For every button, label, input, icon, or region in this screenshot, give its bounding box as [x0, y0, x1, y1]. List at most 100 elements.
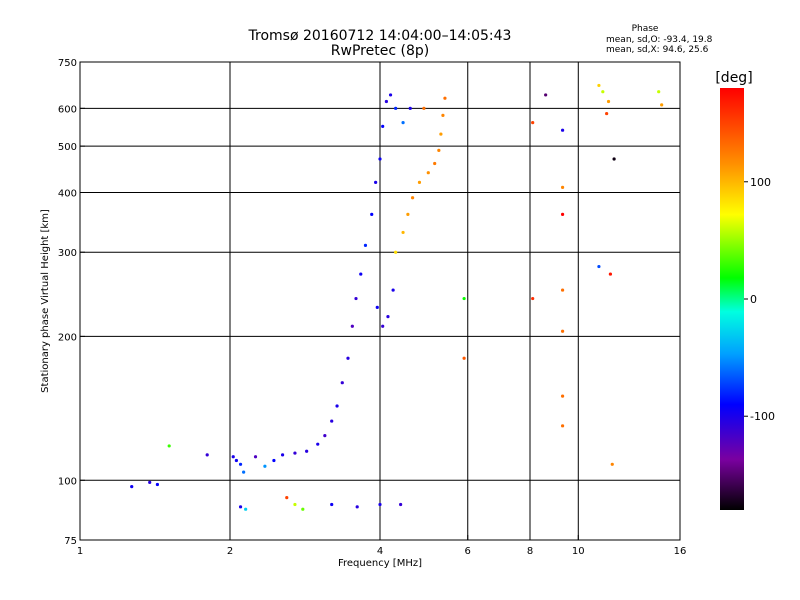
data-point [130, 485, 134, 489]
data-point [417, 180, 422, 184]
y-tick-label: 600 [58, 104, 77, 115]
data-point [374, 180, 378, 184]
data-point [242, 470, 246, 474]
data-point [381, 324, 385, 328]
data-point [330, 502, 334, 507]
data-point [408, 106, 412, 110]
data-point [355, 505, 359, 509]
y-tick-label: 500 [58, 142, 77, 153]
data-point [394, 106, 398, 110]
data-point [253, 455, 258, 459]
chart-title: Tromsø 20160712 14:04:00–14:05:43 [248, 28, 512, 44]
data-point [437, 148, 441, 152]
data-point [401, 121, 405, 125]
colorbar [720, 88, 744, 510]
data-point [359, 272, 363, 276]
y-axis-label: Stationary phase Virtual Height [km] [40, 209, 51, 393]
data-point [560, 212, 565, 216]
data-point [597, 83, 601, 88]
x-tick-label: 1 [77, 546, 83, 557]
data-point [205, 453, 209, 457]
colorbar-ticks: 100 0 -100 [744, 176, 775, 423]
grid-lines [80, 62, 680, 540]
stats-header: Phase [632, 24, 659, 34]
data-point [410, 196, 415, 200]
data-point [346, 356, 350, 360]
data-point [426, 171, 430, 175]
data-point [462, 356, 466, 360]
data-point [305, 449, 309, 453]
data-point [606, 99, 611, 104]
data-point [378, 157, 382, 161]
data-point [167, 444, 171, 448]
data-point [601, 90, 605, 94]
stats-line-o: mean, sd,O: -93.4, 19.8 [606, 35, 713, 45]
scatter-points [130, 83, 664, 511]
data-point [608, 272, 613, 276]
stats-line-x: mean, sd,X: 94.6, 25.6 [606, 45, 709, 55]
data-point [391, 288, 395, 292]
data-point [441, 113, 445, 117]
colorbar-tick-label: -100 [750, 410, 775, 423]
data-point [280, 453, 285, 457]
data-point [272, 458, 276, 463]
data-point [350, 324, 354, 328]
data-point [433, 161, 437, 166]
data-point [330, 419, 334, 423]
data-point [323, 434, 327, 438]
data-point [560, 288, 565, 292]
data-point [155, 482, 160, 487]
data-point [660, 103, 664, 107]
data-point [597, 264, 601, 269]
data-point [384, 99, 388, 104]
data-point [531, 296, 535, 301]
data-point [293, 451, 297, 455]
data-point [422, 106, 426, 110]
colorbar-tick-label: 100 [750, 176, 771, 189]
y-tick-label: 100 [58, 476, 77, 487]
x-tick-label: 10 [572, 546, 585, 557]
data-point [238, 505, 243, 509]
data-point [394, 250, 398, 254]
data-point [335, 404, 339, 408]
data-point [388, 93, 393, 97]
data-point [439, 132, 443, 136]
data-point [399, 502, 403, 507]
data-point [560, 394, 565, 398]
y-tick-label: 300 [58, 248, 77, 259]
data-point [612, 157, 616, 161]
data-point [285, 495, 289, 500]
colorbar-label: [deg] [715, 70, 752, 86]
colorbar-tick-label: 0 [750, 293, 757, 306]
data-point [462, 296, 466, 301]
data-point [148, 480, 152, 484]
axis-ticks: 1 2 4 6 8 10 16 75 100 200 300 400 500 600 750 [58, 58, 686, 557]
data-point [238, 462, 243, 466]
data-point [263, 464, 267, 468]
x-tick-label: 8 [527, 546, 533, 557]
data-point [560, 128, 565, 132]
data-point [443, 96, 447, 100]
y-tick-label: 750 [58, 58, 77, 69]
data-point [401, 230, 405, 235]
data-point [386, 315, 390, 319]
data-point [370, 212, 374, 216]
x-tick-label: 4 [377, 546, 383, 557]
data-point [234, 458, 238, 463]
data-point [244, 507, 248, 511]
data-point [657, 90, 661, 94]
data-point [605, 111, 609, 116]
data-point [293, 502, 297, 507]
data-point [354, 296, 358, 301]
data-point [560, 329, 565, 333]
data-point [340, 381, 344, 385]
data-point [301, 507, 305, 511]
x-tick-label: 16 [674, 546, 687, 557]
y-tick-label: 400 [58, 188, 77, 199]
data-point [231, 455, 235, 459]
x-tick-label: 2 [227, 546, 233, 557]
chart-subtitle: RwPretec (8p) [331, 43, 429, 59]
x-axis-label: Frequency [MHz] [338, 558, 422, 569]
y-tick-label: 75 [64, 536, 77, 547]
